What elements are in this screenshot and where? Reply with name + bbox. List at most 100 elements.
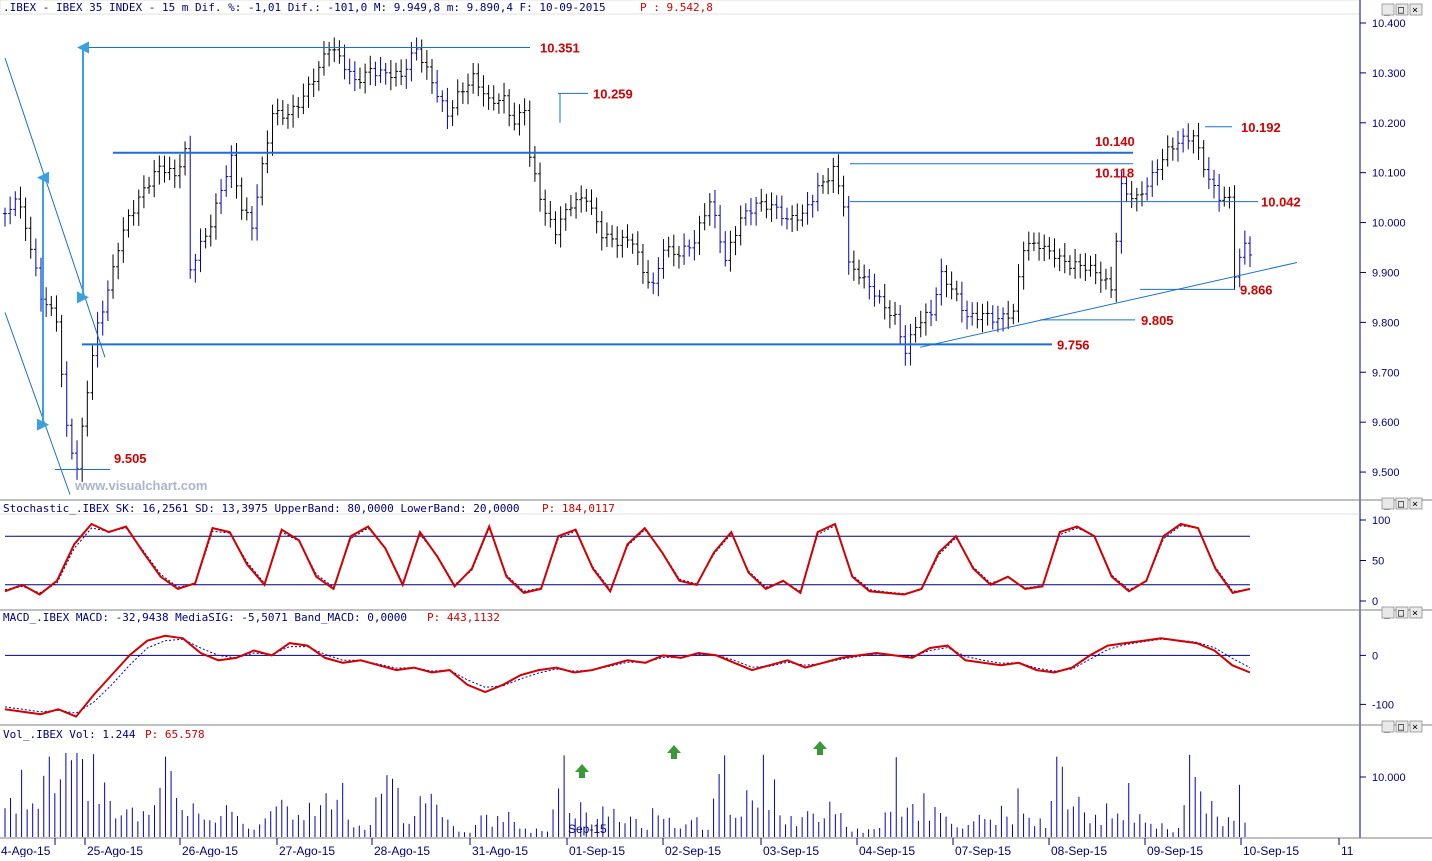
window-button-frame (1395, 3, 1409, 16)
level-label-l9505: 9.505 (114, 451, 147, 466)
x-tick-label: 27-Ago-15 (279, 844, 335, 857)
price-tick-label: 9.700 (1372, 367, 1400, 379)
x-tick-label: 28-Ago-15 (374, 844, 430, 857)
stoch-sk-line (4, 522, 1251, 596)
header-main: .IBEX - IBEX 35 INDEX - 15 m Dif. %: -1,… (3, 1, 606, 14)
x-tick-label: 07-Sep-15 (955, 844, 1011, 857)
macd-panel: MACD_.IBEX MACD: -32,9438 MediaSIG: -5,5… (3, 611, 1394, 718)
x-tick-label: 31-Ago-15 (472, 844, 528, 857)
level-label-l10118: 10.118 (1095, 166, 1134, 181)
stochastic-panel: Stochastic_.IBEX SK: 16,2561 SD: 13,3975… (3, 502, 1390, 608)
header-vol: Vol_.IBEX Vol: 1.244 (3, 728, 136, 741)
header-stoch-p: P: 184,0117 (542, 502, 615, 515)
window-button-0: _ (1384, 5, 1391, 16)
price-tick-label: 10.200 (1372, 118, 1406, 130)
vol-tick-label: 10.000 (1372, 772, 1406, 784)
x-tick-label: 02-Sep-15 (665, 844, 721, 857)
price-tick-label: 9.600 (1372, 417, 1400, 429)
price-tick-label: 10.100 (1372, 168, 1406, 180)
window-button-frame (1381, 720, 1395, 733)
x-tick-label: 08-Sep-15 (1051, 844, 1107, 857)
channel-line-upper (4, 57, 106, 358)
price-tick-label: 10.400 (1372, 18, 1406, 30)
window-button-2: × (1412, 5, 1418, 16)
x-tick-label: 26-Ago-15 (182, 844, 238, 857)
window-button-2: × (1412, 722, 1418, 733)
stoch-tick-label: 100 (1372, 515, 1390, 527)
window-button-frame (1381, 497, 1395, 510)
window-button-frame (1409, 720, 1423, 733)
price-y-axis: 10.400 10.300 10.200 10.100 10.000 9.900 9.800… (1360, 18, 1406, 479)
window-button-1: □ (1398, 722, 1404, 733)
trend-line-support (919, 262, 1298, 348)
window-button-frame (1409, 3, 1423, 16)
x-tick-label: 01-Sep-15 (569, 844, 625, 857)
header-macd-p: P: 443,1132 (427, 611, 500, 624)
window-button-frame (1409, 497, 1423, 510)
window-button-0: _ (1384, 499, 1391, 510)
stoch-marks (4, 522, 1251, 596)
window-button-2: × (1412, 608, 1418, 619)
window-button-frame (1381, 3, 1395, 16)
watermark: www.visualchart.com (74, 478, 207, 493)
header-macd: MACD_.IBEX MACD: -32,9438 MediaSIG: -5,5… (3, 611, 407, 624)
price-tick-label: 10.000 (1372, 218, 1406, 230)
level-label-l9866: 9.866 (1240, 282, 1273, 297)
signal-arrow-icon (575, 764, 589, 778)
price-tick-label: 10.300 (1372, 68, 1406, 80)
x-overlay-label: Sep-15 (568, 822, 607, 836)
window-button-frame (1409, 606, 1423, 619)
x-tick-label: 11 (1341, 844, 1354, 857)
macd-signal-line (4, 638, 1251, 714)
macd-y-axis: 0 -100 (1360, 650, 1394, 711)
macd-marks (4, 634, 1251, 718)
signal-arrow-icon (813, 741, 827, 755)
window-button-frame (1395, 497, 1409, 510)
level-label-l10351: 10.351 (540, 40, 580, 55)
window-button-frame (1395, 720, 1409, 733)
price-tick-label: 9.500 (1372, 467, 1400, 479)
level-label-l10192: 10.192 (1241, 120, 1281, 135)
window-button-frame (1381, 606, 1395, 619)
level-label-l9805: 9.805 (1141, 313, 1174, 328)
header-vol-p: P: 65.578 (145, 728, 205, 741)
macd-line (4, 634, 1251, 718)
window-button-1: □ (1398, 5, 1404, 16)
level-label-l10042: 10.042 (1261, 195, 1301, 210)
stoch-y-axis: 100 50 0 (1360, 515, 1390, 608)
window-button-1: □ (1398, 608, 1404, 619)
window-button-0: _ (1384, 608, 1391, 619)
macd-tick-label: 0 (1372, 650, 1378, 662)
level-lines (4, 41, 1298, 495)
volume-panel: 10.000 Vol_.IBEX Vol: 1.244 P: 65.578 Se… (3, 728, 1406, 837)
x-tick-label: 4-Ago-15 (1, 844, 51, 857)
window-button-2: × (1412, 499, 1418, 510)
window-button-1: □ (1398, 499, 1404, 510)
macd-tick-label: -100 (1372, 699, 1394, 711)
x-tick-label: 04-Sep-15 (859, 844, 915, 857)
stoch-tick-label: 50 (1372, 556, 1384, 568)
price-tick-label: 9.800 (1372, 317, 1400, 329)
window-button-0: _ (1384, 722, 1391, 733)
x-tick-label: 03-Sep-15 (763, 844, 819, 857)
level-label-l10259: 10.259 (593, 86, 633, 101)
stoch-tick-label: 0 (1372, 596, 1378, 608)
level-label-l9756: 9.756 (1057, 337, 1090, 352)
x-axis: 4-Ago-15 25-Ago-15 26-Ago-15 27-Ago-15 28-Ag… (1, 838, 1354, 858)
x-tick-label: 09-Sep-15 (1147, 844, 1203, 857)
header-main-p: P : 9.542,8 (640, 1, 713, 14)
window-button-frame (1395, 606, 1409, 619)
x-tick-label: 10-Sep-15 (1243, 844, 1299, 857)
header-stoch: Stochastic_.IBEX SK: 16,2561 SD: 13,3975… (3, 502, 520, 515)
volume-y-axis: 10.000 (1360, 772, 1406, 784)
price-marks (3, 37, 1252, 482)
price-tick-label: 9.900 (1372, 267, 1400, 279)
signal-arrow-icon (667, 745, 681, 759)
level-labels: 10.351 10.259 10.140 10.118 10.192 10.042 9.86… (114, 40, 1301, 466)
x-tick-label: 25-Ago-15 (87, 844, 143, 857)
window-buttons: _ □ × _ □ × _ □ × _ □ × (1381, 3, 1423, 733)
level-label-l10140: 10.140 (1095, 134, 1135, 149)
volume-marks (4, 741, 1246, 837)
